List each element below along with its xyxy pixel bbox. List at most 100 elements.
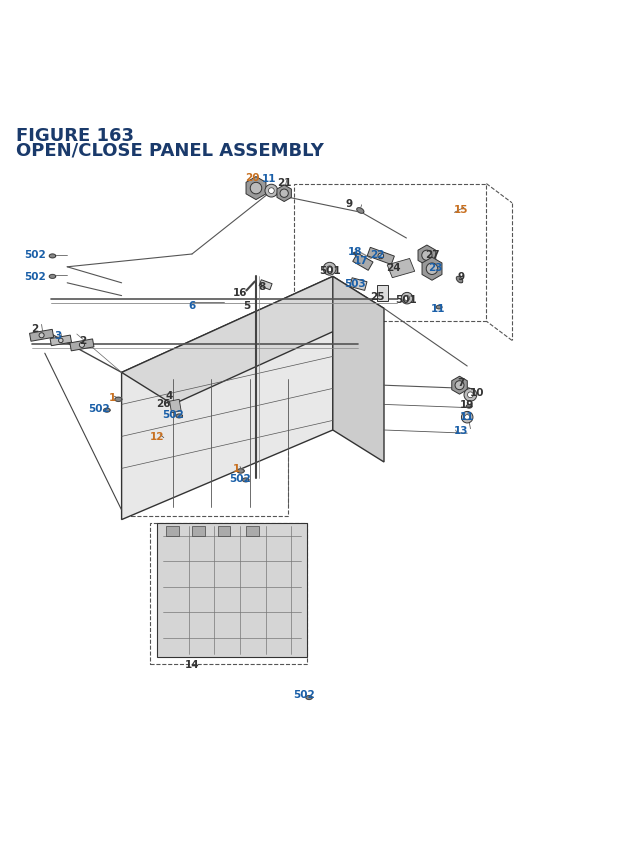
Bar — [246, 526, 259, 536]
Circle shape — [79, 343, 84, 348]
Text: 502: 502 — [24, 272, 46, 282]
Circle shape — [265, 185, 278, 198]
Polygon shape — [350, 278, 367, 291]
Polygon shape — [452, 377, 467, 394]
Polygon shape — [467, 406, 472, 409]
Text: 11: 11 — [460, 412, 474, 421]
Text: 501: 501 — [319, 266, 340, 276]
Polygon shape — [259, 281, 272, 290]
Bar — [150, 523, 307, 664]
Polygon shape — [367, 248, 394, 265]
Circle shape — [467, 393, 474, 399]
Text: 6: 6 — [188, 300, 196, 311]
Text: 502: 502 — [162, 410, 184, 419]
Polygon shape — [456, 277, 463, 283]
Text: 501: 501 — [396, 294, 417, 305]
Text: 1: 1 — [108, 393, 116, 402]
Text: 10: 10 — [470, 387, 484, 397]
Circle shape — [461, 412, 473, 424]
Polygon shape — [357, 208, 364, 214]
Polygon shape — [49, 255, 56, 258]
Text: 5: 5 — [243, 300, 250, 311]
Text: 12: 12 — [150, 432, 164, 442]
Text: 4: 4 — [166, 390, 173, 400]
Bar — [131, 392, 288, 517]
Text: 9: 9 — [345, 199, 353, 208]
Text: 7: 7 — [457, 378, 465, 387]
Polygon shape — [418, 245, 436, 266]
Polygon shape — [157, 523, 307, 658]
Text: 2: 2 — [79, 336, 87, 346]
Circle shape — [404, 296, 410, 301]
Text: 25: 25 — [371, 291, 385, 301]
Text: 3: 3 — [54, 331, 61, 341]
Polygon shape — [29, 330, 54, 342]
Circle shape — [464, 389, 477, 402]
Text: 24: 24 — [387, 263, 401, 272]
Bar — [294, 184, 486, 322]
Polygon shape — [237, 469, 244, 474]
Text: 16: 16 — [233, 288, 247, 298]
Text: 503: 503 — [344, 278, 366, 288]
Circle shape — [323, 263, 336, 276]
Text: 20: 20 — [246, 173, 260, 183]
Circle shape — [426, 263, 438, 276]
Polygon shape — [306, 696, 312, 700]
Text: 502: 502 — [88, 403, 110, 413]
Polygon shape — [70, 339, 94, 351]
Polygon shape — [122, 277, 384, 405]
Polygon shape — [333, 277, 384, 462]
Polygon shape — [122, 277, 333, 520]
Text: 1: 1 — [233, 464, 241, 474]
Circle shape — [58, 338, 63, 344]
Polygon shape — [377, 286, 388, 301]
Text: 17: 17 — [355, 256, 369, 266]
Polygon shape — [243, 479, 249, 482]
Text: 15: 15 — [454, 205, 468, 215]
Circle shape — [401, 293, 413, 305]
Polygon shape — [104, 409, 110, 412]
Text: 14: 14 — [185, 659, 199, 669]
Polygon shape — [50, 336, 72, 346]
Polygon shape — [246, 177, 266, 201]
Circle shape — [327, 267, 333, 272]
Circle shape — [378, 254, 383, 259]
Text: 502: 502 — [293, 689, 315, 699]
Polygon shape — [176, 414, 182, 418]
Text: 502: 502 — [229, 474, 251, 483]
Polygon shape — [422, 258, 442, 281]
Circle shape — [39, 333, 44, 338]
Text: 19: 19 — [460, 400, 474, 410]
Polygon shape — [277, 186, 291, 202]
Polygon shape — [436, 306, 442, 309]
Polygon shape — [49, 276, 56, 279]
Text: 502: 502 — [24, 250, 46, 260]
Text: 11: 11 — [262, 174, 276, 184]
Bar — [150, 405, 234, 466]
Polygon shape — [387, 259, 415, 278]
Circle shape — [465, 415, 470, 420]
Text: 9: 9 — [457, 272, 465, 282]
Bar — [192, 526, 205, 536]
Text: 18: 18 — [348, 246, 362, 257]
Bar — [166, 526, 179, 536]
Text: 21: 21 — [278, 177, 292, 188]
Circle shape — [280, 189, 289, 198]
Text: FIGURE 163: FIGURE 163 — [16, 127, 134, 145]
Circle shape — [422, 251, 432, 261]
Text: 26: 26 — [156, 399, 170, 409]
Text: 22: 22 — [371, 250, 385, 260]
Circle shape — [269, 189, 275, 195]
Text: 23: 23 — [428, 263, 442, 272]
Text: 13: 13 — [454, 425, 468, 436]
Text: 2: 2 — [31, 323, 39, 333]
Polygon shape — [353, 254, 373, 271]
Circle shape — [455, 381, 464, 390]
Text: 11: 11 — [431, 304, 445, 314]
Text: OPEN/CLOSE PANEL ASSEMBLY: OPEN/CLOSE PANEL ASSEMBLY — [16, 141, 324, 159]
Polygon shape — [115, 398, 122, 402]
Text: 8: 8 — [259, 282, 266, 292]
Circle shape — [250, 183, 262, 195]
Text: 27: 27 — [425, 250, 439, 260]
Polygon shape — [170, 400, 181, 413]
